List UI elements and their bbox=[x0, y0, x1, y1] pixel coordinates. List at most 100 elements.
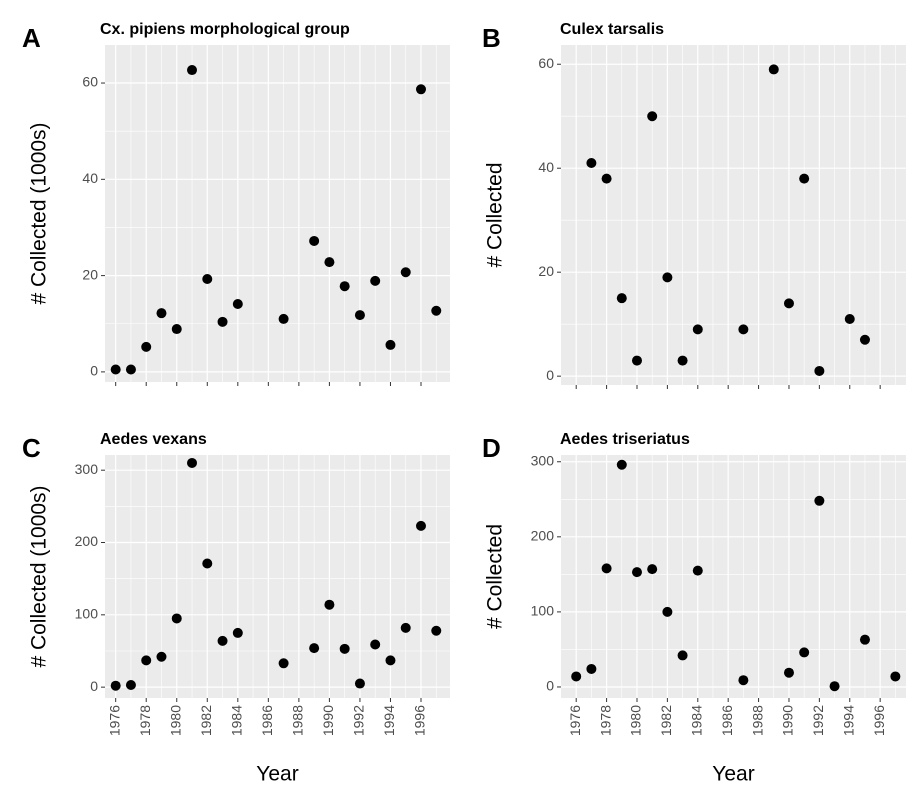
point bbox=[677, 355, 688, 366]
y-tick-label: 200 bbox=[75, 533, 99, 549]
y-tick-label: 0 bbox=[90, 363, 98, 379]
x-tick-label: 1988 bbox=[290, 705, 306, 736]
x-axis-label: Year bbox=[256, 763, 298, 786]
point bbox=[431, 305, 442, 316]
point bbox=[692, 324, 703, 335]
x-tick-label: 1984 bbox=[229, 705, 245, 736]
y-tick-label: 0 bbox=[546, 367, 554, 383]
point bbox=[278, 658, 289, 669]
point bbox=[217, 316, 228, 327]
plot-panel bbox=[561, 455, 906, 698]
point bbox=[354, 678, 365, 689]
point bbox=[799, 173, 810, 184]
point bbox=[799, 647, 810, 658]
y-tick-label: 60 bbox=[538, 55, 554, 71]
x-tick-label: 1992 bbox=[810, 705, 826, 736]
point bbox=[814, 495, 825, 506]
point bbox=[217, 635, 228, 646]
point bbox=[171, 613, 182, 624]
point bbox=[631, 567, 642, 578]
panel-tag: C bbox=[22, 433, 41, 463]
panel-title: Culex tarsalis bbox=[560, 21, 664, 38]
point bbox=[141, 341, 152, 352]
panel-title: Aedes triseriatus bbox=[560, 431, 690, 448]
point bbox=[324, 599, 335, 610]
point bbox=[110, 364, 121, 375]
y-tick-label: 20 bbox=[538, 263, 554, 279]
point bbox=[156, 651, 167, 662]
point bbox=[677, 650, 688, 661]
point bbox=[232, 627, 243, 638]
point bbox=[339, 281, 350, 292]
point bbox=[309, 643, 320, 654]
point bbox=[647, 111, 658, 122]
x-tick-label: 1990 bbox=[780, 705, 796, 736]
point bbox=[571, 671, 582, 682]
point bbox=[616, 293, 627, 304]
x-tick-label: 1986 bbox=[259, 705, 275, 736]
point bbox=[859, 334, 870, 345]
x-tick-label: 1976 bbox=[106, 705, 122, 736]
point bbox=[385, 339, 396, 350]
point bbox=[616, 459, 627, 470]
x-axis-label: Year bbox=[712, 763, 754, 786]
point bbox=[783, 667, 794, 678]
panel-tag: B bbox=[482, 23, 501, 53]
plot-panel bbox=[105, 45, 450, 382]
plot-panel bbox=[105, 455, 450, 698]
y-tick-label: 0 bbox=[546, 678, 554, 694]
point bbox=[202, 558, 213, 569]
y-axis-label: # Collected bbox=[484, 162, 507, 267]
point bbox=[385, 655, 396, 666]
panel-title: Aedes vexans bbox=[100, 431, 207, 448]
y-axis-label: # Collected (1000s) bbox=[28, 122, 51, 304]
y-tick-label: 20 bbox=[82, 266, 98, 282]
point bbox=[232, 299, 243, 310]
point bbox=[431, 625, 442, 636]
point bbox=[662, 606, 673, 617]
point bbox=[844, 313, 855, 324]
point bbox=[783, 298, 794, 309]
point bbox=[370, 639, 381, 650]
x-tick-label: 1988 bbox=[749, 705, 765, 736]
point bbox=[586, 663, 597, 674]
x-tick-label: 1976 bbox=[567, 705, 583, 736]
y-tick-label: 60 bbox=[82, 74, 98, 90]
point bbox=[738, 324, 749, 335]
x-tick-label: 1994 bbox=[381, 705, 397, 736]
plot-panel bbox=[561, 45, 906, 385]
x-tick-label: 1994 bbox=[840, 705, 856, 736]
x-tick-label: 1986 bbox=[719, 705, 735, 736]
point bbox=[768, 64, 779, 75]
point bbox=[110, 680, 121, 691]
point bbox=[370, 275, 381, 286]
point bbox=[601, 563, 612, 574]
point bbox=[829, 681, 840, 692]
point bbox=[202, 273, 213, 284]
y-tick-label: 40 bbox=[538, 159, 554, 175]
point bbox=[125, 364, 136, 375]
y-tick-label: 300 bbox=[75, 461, 99, 477]
point bbox=[662, 272, 673, 283]
panel-title: Cx. pipiens morphological group bbox=[100, 21, 350, 38]
point bbox=[156, 308, 167, 319]
point bbox=[586, 158, 597, 169]
y-tick-label: 0 bbox=[90, 678, 98, 694]
point bbox=[354, 310, 365, 321]
x-tick-label: 1990 bbox=[320, 705, 336, 736]
x-tick-label: 1978 bbox=[597, 705, 613, 736]
point bbox=[601, 173, 612, 184]
x-tick-label: 1980 bbox=[167, 705, 183, 736]
x-tick-label: 1982 bbox=[658, 705, 674, 736]
x-tick-label: 1980 bbox=[628, 705, 644, 736]
x-tick-label: 1996 bbox=[412, 705, 428, 736]
point bbox=[339, 643, 350, 654]
point bbox=[400, 622, 411, 633]
point bbox=[278, 313, 289, 324]
point bbox=[324, 257, 335, 268]
y-tick-label: 100 bbox=[75, 606, 99, 622]
x-tick-label: 1982 bbox=[198, 705, 214, 736]
point bbox=[415, 84, 426, 95]
x-tick-label: 1984 bbox=[688, 705, 704, 736]
